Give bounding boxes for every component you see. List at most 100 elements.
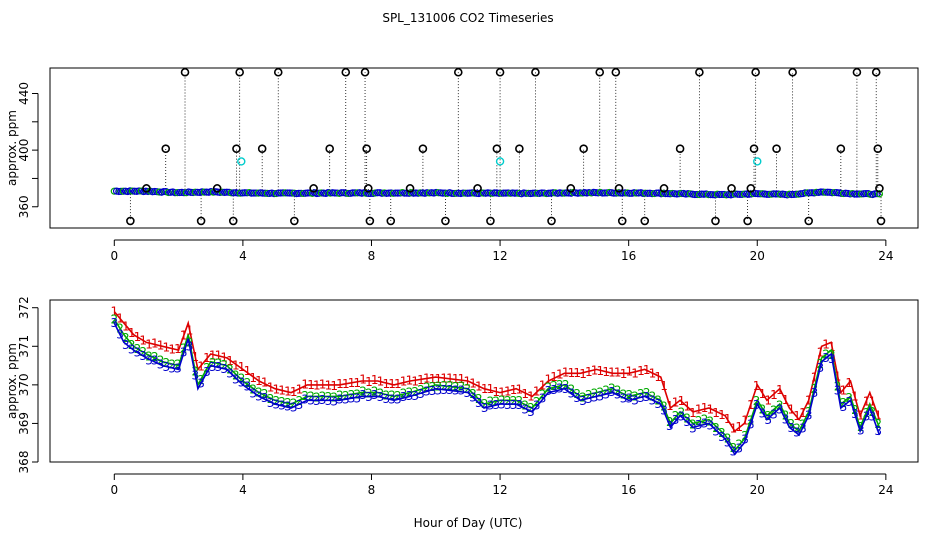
co2-point xyxy=(790,190,798,199)
series-1-marker: 1 xyxy=(134,330,142,344)
series-1-marker: 1 xyxy=(301,377,309,391)
bottom-x-tick-label: 12 xyxy=(492,483,507,497)
series-2-marker: 2 xyxy=(151,350,159,364)
outlier-point xyxy=(749,144,759,154)
series-3-marker: 3 xyxy=(527,405,535,419)
co2-point xyxy=(601,189,609,197)
series-1-marker: 1 xyxy=(388,377,396,391)
series-2-marker: 2 xyxy=(579,390,587,404)
series-1-marker: 1 xyxy=(724,412,732,426)
series-1-marker: 1 xyxy=(168,342,176,356)
series-1-marker: 1 xyxy=(550,370,558,384)
series-2-marker: 2 xyxy=(556,378,564,392)
cyan-point xyxy=(237,157,246,166)
series-1-marker: 1 xyxy=(614,366,622,380)
series-3-marker: 3 xyxy=(400,390,408,404)
outlier-point xyxy=(360,67,370,77)
series-2-marker: 2 xyxy=(678,406,686,420)
series-1-marker: 1 xyxy=(394,377,402,391)
series-1-marker: 1 xyxy=(290,385,298,399)
outlier-point xyxy=(486,216,495,226)
outlier-point xyxy=(257,144,267,154)
series-1-marker: 1 xyxy=(325,378,333,392)
co2-point xyxy=(853,190,861,198)
series-1-marker: 1 xyxy=(591,363,599,377)
bottom-x-tick-label: 4 xyxy=(239,483,247,497)
series-2-marker: 2 xyxy=(197,373,205,387)
bottom-x-tick-label: 24 xyxy=(878,483,893,497)
series-2-marker: 2 xyxy=(116,321,124,335)
series-2-marker: 2 xyxy=(446,379,454,393)
series-3-marker: 3 xyxy=(753,398,761,412)
bottom-panel: 1111111111111111111111111111111111111111… xyxy=(5,296,919,497)
co2-point xyxy=(592,189,600,197)
series-1-marker: 1 xyxy=(440,371,448,385)
series-1-marker: 1 xyxy=(110,305,118,319)
series-3-marker: 3 xyxy=(799,421,807,435)
series-1-marker: 1 xyxy=(458,372,466,386)
series-3-marker: 3 xyxy=(788,421,796,435)
series-3-marker: 3 xyxy=(689,421,697,435)
co2-point xyxy=(632,189,640,197)
top-y-tick-label: 360 xyxy=(17,195,31,218)
series-1-marker: 1 xyxy=(382,377,390,391)
series-3-marker: 3 xyxy=(475,396,483,410)
series-1-marker: 1 xyxy=(678,394,686,408)
co2-point xyxy=(495,189,503,197)
outlier-point xyxy=(852,67,862,77)
co2-point xyxy=(191,188,199,196)
bottom-x-tick-label: 0 xyxy=(110,483,118,497)
series-1-line xyxy=(113,311,881,433)
series-1-marker: 1 xyxy=(267,381,275,395)
co2-point xyxy=(610,189,618,197)
series-1-marker: 1 xyxy=(863,394,871,408)
series-2-marker: 2 xyxy=(573,387,581,401)
co2-point xyxy=(842,189,850,197)
series-2-marker: 2 xyxy=(145,350,153,364)
co2-point xyxy=(479,189,487,197)
series-3-marker: 3 xyxy=(134,346,142,360)
series-2-marker: 2 xyxy=(163,356,171,370)
series-3-marker: 3 xyxy=(845,395,853,409)
co2-point xyxy=(851,190,859,198)
series-2-marker: 2 xyxy=(874,417,882,431)
co2-point xyxy=(691,190,699,199)
series-3-marker: 3 xyxy=(110,316,118,330)
series-1-marker: 1 xyxy=(608,366,616,380)
series-2-marker: 2 xyxy=(585,388,593,402)
outlier-point xyxy=(875,184,884,193)
series-1-marker: 1 xyxy=(793,409,801,423)
series-2-marker: 2 xyxy=(232,369,240,383)
co2-point xyxy=(500,189,508,197)
co2-point xyxy=(344,189,352,198)
co2-point xyxy=(171,189,179,197)
series-1-marker: 1 xyxy=(764,394,772,408)
co2-point xyxy=(297,189,305,197)
co2-point xyxy=(331,189,339,197)
series-2-marker: 2 xyxy=(845,391,853,405)
series-1-marker: 1 xyxy=(585,365,593,379)
co2-point xyxy=(110,187,118,195)
series-2-marker: 2 xyxy=(157,354,165,368)
co2-point xyxy=(234,189,242,197)
series-2-marker: 2 xyxy=(365,386,373,400)
series-2-marker: 2 xyxy=(666,415,674,429)
series-2-marker: 2 xyxy=(110,312,118,326)
series-1-marker: 1 xyxy=(423,372,431,386)
series-2-marker: 2 xyxy=(591,386,599,400)
series-3-marker: 3 xyxy=(365,390,373,404)
series-3-marker: 3 xyxy=(492,398,500,412)
series-3-marker: 3 xyxy=(544,384,552,398)
series-1-marker: 1 xyxy=(695,403,703,417)
series-2-marker: 2 xyxy=(863,406,871,420)
series-1-marker: 1 xyxy=(435,372,443,386)
series-1-marker: 1 xyxy=(735,420,743,434)
series-2-marker: 2 xyxy=(654,393,662,407)
series-2-marker: 2 xyxy=(562,378,570,392)
top-x-tick-label: 0 xyxy=(110,249,118,263)
series-2-marker: 2 xyxy=(735,438,743,452)
series-3-marker: 3 xyxy=(319,393,327,407)
series-3-marker: 3 xyxy=(585,392,593,406)
cyan-point xyxy=(495,157,505,166)
outlier-point xyxy=(659,184,669,193)
